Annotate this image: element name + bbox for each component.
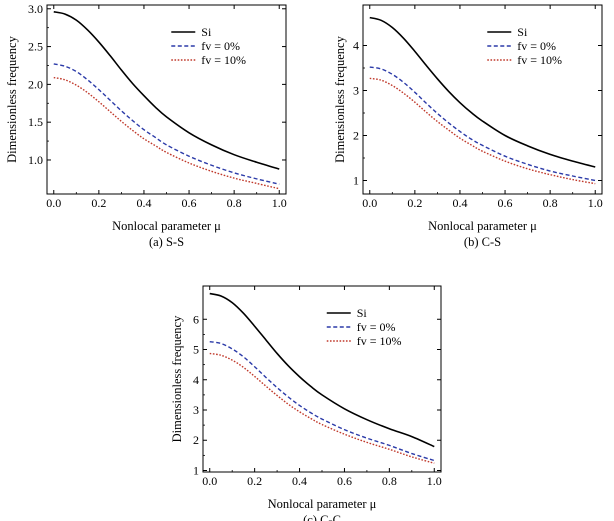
x-tick-label: 0.6 — [182, 196, 197, 210]
legend-label-2: fv = 0% — [201, 39, 240, 53]
series-line-3 — [209, 352, 435, 464]
x-axis-label: Nonlocal parameter μ — [268, 497, 377, 511]
series-line-2 — [369, 66, 596, 182]
panel-caption: (a) S-S — [149, 235, 184, 249]
chart-panel-2: 0.0 0.2 0.4 0.6 0.8 1.0 1 2 3 4 Nonlocal parameter… — [333, 4, 603, 249]
series-line-1 — [209, 292, 435, 448]
y-tick-label: 3.0 — [28, 2, 43, 16]
y-tick-label: 2.5 — [28, 40, 43, 54]
legend-label-1: Si — [201, 25, 212, 39]
y-tick-label: 2.0 — [28, 77, 43, 91]
x-tick-label: 0.0 — [202, 474, 217, 488]
y-tick-label: 2 — [353, 129, 359, 143]
legend-label-3: fv = 10% — [201, 53, 246, 67]
x-tick-label: 0.4 — [136, 196, 151, 210]
y-axis-label: Dimensionless frequency — [333, 35, 347, 162]
y-axis-label: Dimensionless frequency — [170, 315, 184, 442]
legend-label-2: fv = 0% — [517, 39, 556, 53]
x-tick-label: 0.2 — [407, 196, 422, 210]
legend-label-2: fv = 0% — [357, 320, 396, 334]
x-tick-label: 1.0 — [272, 196, 287, 210]
x-tick-label: 1.0 — [427, 474, 442, 488]
y-tick-label: 1 — [193, 463, 199, 477]
series-line-1 — [369, 16, 596, 168]
x-tick-label: 0.6 — [498, 196, 513, 210]
y-tick-label: 2 — [193, 433, 199, 447]
x-tick-label: 0.4 — [292, 474, 307, 488]
x-tick-label: 0.6 — [337, 474, 352, 488]
x-tick-label: 0.2 — [91, 196, 106, 210]
y-tick-label: 3 — [353, 84, 359, 98]
series-line-3 — [369, 77, 596, 185]
x-tick-label: 0.4 — [452, 196, 467, 210]
y-tick-label: 1.5 — [28, 115, 43, 129]
chart-panel-1: 0.0 0.2 0.4 0.6 0.8 1.0 1.0 1.5 2.0 2.5 3.0 Nonloca… — [5, 2, 287, 249]
x-tick-label: 0.8 — [382, 474, 397, 488]
panel-caption: (b) C-S — [464, 235, 501, 249]
panel-caption: (c) C-C — [303, 513, 341, 521]
y-tick-label: 4 — [193, 373, 199, 387]
x-axis-label: Nonlocal parameter μ — [112, 219, 221, 233]
x-tick-label: 0.8 — [543, 196, 558, 210]
x-axis-label: Nonlocal parameter μ — [428, 219, 537, 233]
y-tick-label: 1.0 — [28, 153, 43, 167]
plot-frame — [202, 285, 442, 473]
y-tick-label: 6 — [193, 312, 199, 326]
x-tick-label: 0.0 — [46, 196, 61, 210]
y-axis-label: Dimensionless frequency — [5, 35, 19, 162]
legend-label-3: fv = 10% — [357, 334, 402, 348]
x-tick-label: 1.0 — [588, 196, 603, 210]
x-tick-label: 0.0 — [362, 196, 377, 210]
chart-panel-3: 0.0 0.2 0.4 0.6 0.8 1.0 1 2 3 4 5 6 Nonlocal paramet… — [170, 285, 442, 521]
plot-frame — [46, 4, 287, 195]
series-line-2 — [53, 63, 280, 185]
legend-label-1: Si — [357, 306, 368, 320]
legend-label-3: fv = 10% — [517, 53, 562, 67]
series-line-1 — [53, 11, 280, 170]
x-tick-label: 0.8 — [227, 196, 242, 210]
y-tick-label: 3 — [193, 403, 199, 417]
y-tick-label: 4 — [353, 39, 359, 53]
y-tick-label: 5 — [193, 343, 199, 357]
x-tick-label: 0.2 — [247, 474, 262, 488]
y-tick-label: 1 — [353, 174, 359, 188]
legend-label-1: Si — [517, 25, 528, 39]
series-line-3 — [53, 76, 280, 190]
series-line-2 — [209, 340, 435, 462]
